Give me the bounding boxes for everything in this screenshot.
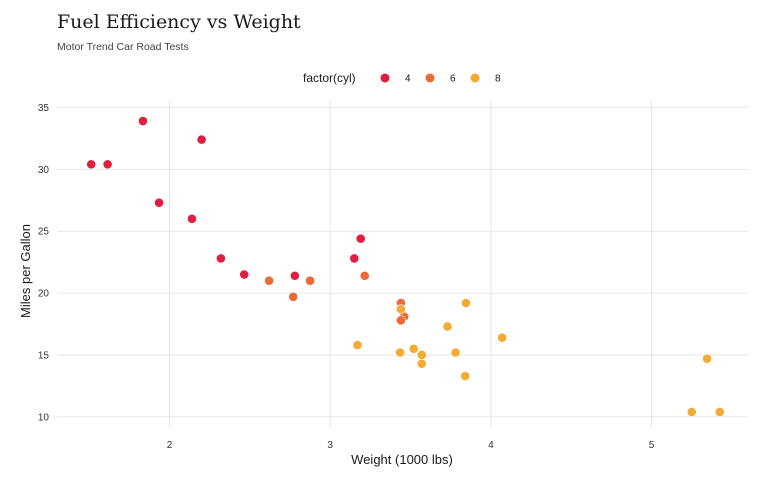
legend-entry: 4 — [380, 73, 411, 85]
data-point — [288, 291, 299, 302]
y-axis-label: Miles per Gallon — [18, 224, 33, 318]
data-point — [714, 407, 725, 417]
data-point — [395, 315, 406, 326]
data-point — [497, 332, 508, 343]
x-tick-label: 4 — [488, 440, 494, 451]
x-axis-label: Weight (1000 lbs) — [351, 452, 453, 467]
legend-entry: 8 — [470, 73, 501, 85]
data-points — [86, 116, 725, 417]
grid — [57, 100, 748, 428]
chart-subtitle: Motor Trend Car Road Tests — [57, 41, 189, 53]
data-point — [460, 371, 471, 381]
data-point — [187, 213, 197, 224]
data-point — [359, 270, 370, 281]
data-point — [305, 275, 315, 286]
data-point — [102, 159, 113, 170]
y-tick-label: 30 — [38, 165, 50, 176]
y-tick-label: 35 — [38, 103, 50, 114]
data-point — [239, 269, 250, 280]
data-point — [349, 253, 360, 264]
data-point — [702, 353, 712, 364]
data-point — [442, 321, 453, 332]
data-point — [264, 275, 275, 286]
data-point — [461, 298, 471, 308]
legend-key-marker — [425, 73, 435, 83]
legend-entries: 4 6 8 — [380, 73, 501, 85]
legend-entry: 6 — [425, 73, 456, 85]
legend-label: 4 — [405, 74, 411, 85]
data-point — [352, 340, 363, 350]
legend: factor(cyl) 4 6 8 — [303, 71, 501, 85]
y-tick-label: 10 — [38, 412, 50, 423]
data-point — [138, 116, 148, 126]
x-tick-label: 5 — [649, 440, 655, 451]
legend-key-marker — [380, 73, 390, 83]
legend-title: factor(cyl) — [303, 71, 356, 85]
x-tick-label: 2 — [167, 440, 173, 451]
data-point — [395, 304, 406, 315]
y-tick-label: 25 — [38, 227, 50, 238]
data-point — [686, 407, 697, 417]
y-tick-label: 20 — [38, 289, 50, 300]
data-point — [408, 343, 419, 354]
data-point — [289, 270, 300, 281]
legend-label: 6 — [450, 74, 456, 85]
x-tick-label: 3 — [327, 440, 333, 451]
chart-title: Fuel Efficiency vs Weight — [57, 11, 301, 33]
x-axis-ticks: 2 3 4 5 — [167, 440, 655, 451]
data-point — [395, 347, 405, 358]
data-point — [86, 159, 97, 170]
y-axis-ticks: 10 15 20 25 30 35 — [38, 103, 50, 423]
legend-label: 8 — [495, 74, 501, 85]
legend-key-marker — [470, 73, 480, 83]
data-point — [416, 350, 427, 360]
data-point — [416, 358, 427, 369]
data-point — [216, 253, 226, 264]
data-point — [196, 134, 207, 145]
data-point — [450, 347, 461, 358]
y-tick-label: 15 — [38, 350, 50, 361]
data-point — [355, 233, 366, 244]
data-point — [154, 197, 164, 208]
